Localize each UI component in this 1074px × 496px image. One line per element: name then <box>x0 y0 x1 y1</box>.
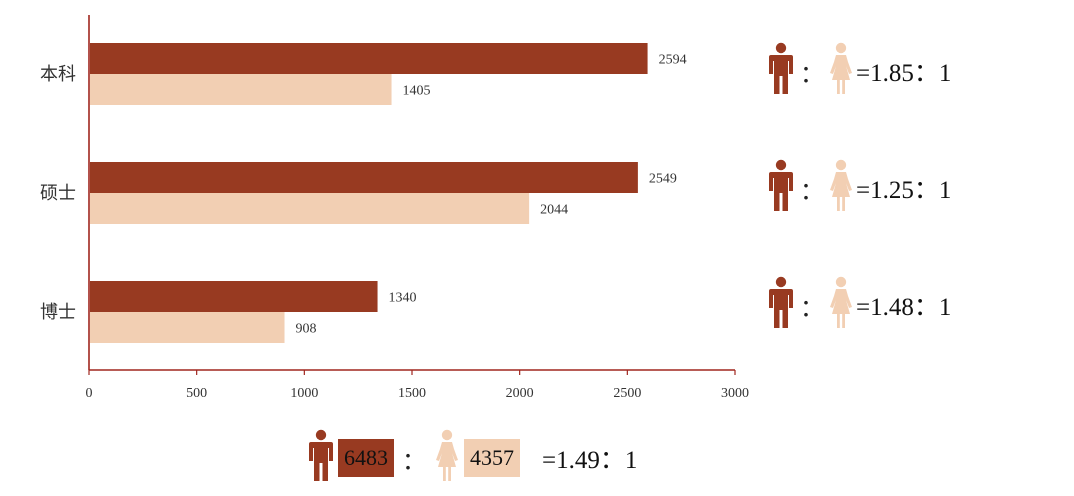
x-tick-label: 500 <box>186 386 207 401</box>
data-label: 2594 <box>659 53 687 68</box>
bar <box>90 281 378 312</box>
bar <box>90 74 392 105</box>
x-tick-label: 3000 <box>721 386 749 401</box>
data-label: 908 <box>296 322 317 337</box>
man-icon <box>768 276 794 335</box>
x-tick-label: 2000 <box>506 386 534 401</box>
ratio-value-boshi: =1.48：1 <box>856 294 952 321</box>
woman-icon <box>828 42 854 101</box>
x-tick-label: 2500 <box>613 386 641 401</box>
category-label: 本科 <box>40 64 76 85</box>
category-label: 博士 <box>40 302 76 323</box>
bar <box>90 312 285 343</box>
total-ratio-value: =1.49：1 <box>542 447 638 474</box>
ratio-row-shuoshi: ： =1.25：1 <box>768 159 952 218</box>
ratio-row-boshi: ： =1.48：1 <box>768 276 952 335</box>
ratio-colon: ： <box>800 61 824 88</box>
data-label: 1405 <box>403 84 431 99</box>
ratio-colon: ： <box>800 178 824 205</box>
woman-icon <box>828 159 854 218</box>
man-icon <box>768 42 794 101</box>
ratio-row-benke: ： =1.85：1 <box>768 42 952 101</box>
summary-colon: ： <box>402 448 426 475</box>
data-label: 1340 <box>389 291 417 306</box>
woman-icon <box>828 276 854 335</box>
woman-icon <box>434 429 460 488</box>
ratio-value-benke: =1.85：1 <box>856 60 952 87</box>
man-icon <box>768 159 794 218</box>
man-icon <box>308 429 334 488</box>
ratio-value-shuoshi: =1.25：1 <box>856 177 952 204</box>
category-label: 硕士 <box>40 183 76 204</box>
bar <box>90 193 530 224</box>
x-tick-label: 1500 <box>398 386 426 401</box>
female-total-box: 4357 <box>464 439 520 477</box>
bar <box>90 162 638 193</box>
data-label: 2549 <box>649 172 677 187</box>
male-total-box: 6483 <box>338 439 394 477</box>
bar <box>90 43 648 74</box>
ratio-colon: ： <box>800 295 824 322</box>
x-tick-label: 1000 <box>290 386 318 401</box>
total-summary: 6483 ： 4357 =1.49：1 <box>308 429 638 488</box>
x-tick-label: 0 <box>86 386 93 401</box>
data-label: 2044 <box>540 203 568 218</box>
